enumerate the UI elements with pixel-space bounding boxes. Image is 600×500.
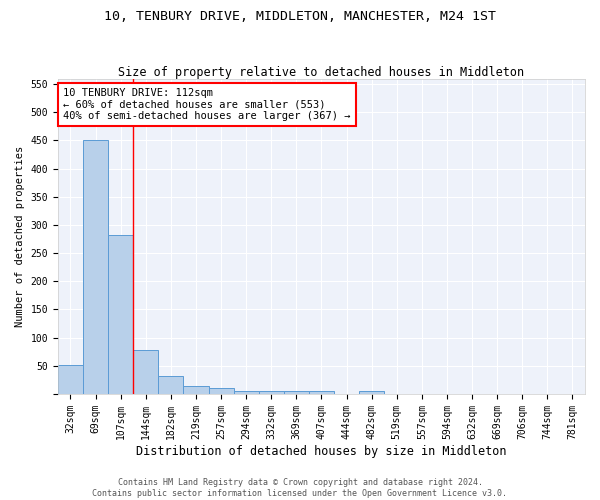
Bar (359, 390, 384, 394)
Bar (184, 386, 209, 394)
Bar (284, 391, 309, 394)
Bar (309, 391, 334, 394)
Bar (108, 234, 133, 394)
Bar (209, 388, 233, 394)
Text: Contains HM Land Registry data © Crown copyright and database right 2024.
Contai: Contains HM Land Registry data © Crown c… (92, 478, 508, 498)
Bar (133, 350, 158, 394)
X-axis label: Distribution of detached houses by size in Middleton: Distribution of detached houses by size … (136, 444, 507, 458)
Text: 10, TENBURY DRIVE, MIDDLETON, MANCHESTER, M24 1ST: 10, TENBURY DRIVE, MIDDLETON, MANCHESTER… (104, 10, 496, 23)
Bar (83, 140, 108, 394)
Title: Size of property relative to detached houses in Middleton: Size of property relative to detached ho… (118, 66, 524, 78)
Y-axis label: Number of detached properties: Number of detached properties (15, 146, 25, 327)
Bar (58, 364, 83, 394)
Bar (158, 376, 184, 394)
Text: 10 TENBURY DRIVE: 112sqm
← 60% of detached houses are smaller (553)
40% of semi-: 10 TENBURY DRIVE: 112sqm ← 60% of detach… (63, 88, 350, 121)
Bar (233, 390, 259, 394)
Bar (259, 391, 284, 394)
